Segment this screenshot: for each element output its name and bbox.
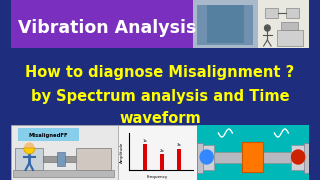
Bar xyxy=(18,128,79,141)
Text: by Spectrum analysis and Time: by Spectrum analysis and Time xyxy=(31,89,289,104)
Text: 3x: 3x xyxy=(176,143,181,147)
Circle shape xyxy=(200,150,213,164)
Bar xyxy=(15,148,43,170)
Bar xyxy=(207,5,244,43)
Bar xyxy=(160,154,164,170)
Bar xyxy=(214,152,242,163)
Text: Amplitude: Amplitude xyxy=(120,142,124,163)
Text: 1x: 1x xyxy=(143,139,148,143)
Bar xyxy=(177,148,180,170)
Bar xyxy=(197,5,253,45)
Bar xyxy=(281,22,298,30)
Bar xyxy=(258,0,309,48)
Bar xyxy=(263,152,291,163)
Text: waveform: waveform xyxy=(119,111,201,125)
Bar xyxy=(118,125,197,180)
Text: Vibration Analysis: Vibration Analysis xyxy=(18,19,196,37)
Circle shape xyxy=(25,143,34,153)
Text: MisalignedFF: MisalignedFF xyxy=(28,132,68,138)
Text: How to diagnose Misalignment ?: How to diagnose Misalignment ? xyxy=(25,64,295,80)
Bar xyxy=(76,148,111,170)
Bar xyxy=(304,143,309,173)
Bar xyxy=(13,170,114,177)
Circle shape xyxy=(292,150,305,164)
Bar xyxy=(143,144,147,170)
Bar xyxy=(200,145,214,170)
Bar xyxy=(291,145,305,170)
Bar xyxy=(277,30,303,46)
Bar xyxy=(286,8,299,18)
Bar xyxy=(197,143,203,173)
Circle shape xyxy=(265,25,270,31)
Wedge shape xyxy=(24,148,35,154)
Text: 2x: 2x xyxy=(160,149,164,153)
Bar xyxy=(265,8,278,18)
Bar xyxy=(43,156,76,162)
Bar xyxy=(242,142,263,172)
Bar xyxy=(11,0,193,48)
Bar xyxy=(11,125,118,180)
Bar xyxy=(193,0,258,48)
Bar xyxy=(197,125,309,180)
Bar xyxy=(57,152,65,166)
Text: Frequency: Frequency xyxy=(147,175,168,179)
